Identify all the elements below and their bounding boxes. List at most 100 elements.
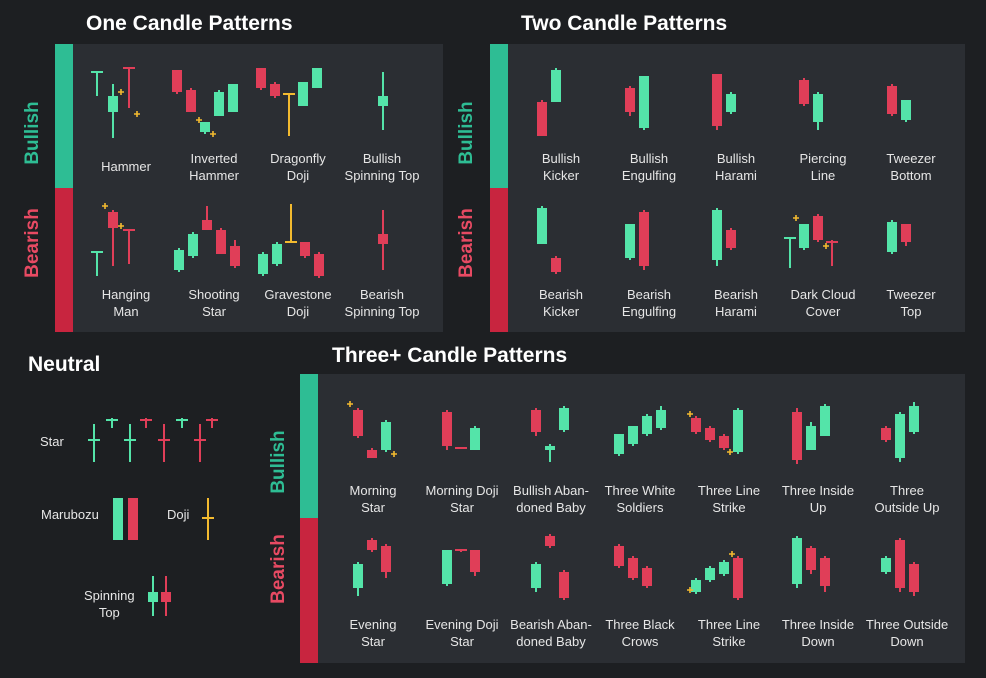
candle-body [214,92,224,116]
candle-body [172,70,182,92]
pattern-name: Three Outside Up [854,482,960,516]
candle-body [909,564,919,592]
pattern-cell: Bearish Aban-doned Baby [508,534,594,654]
candle-body [799,80,809,104]
pattern-name: Bearish Aban-doned Baby [498,616,604,650]
spark-mark [118,89,124,95]
candle-body [799,224,809,248]
pattern-cell: Bearish Spinning Top [339,200,425,320]
pattern-name-line: Kicker [542,304,580,319]
bearish-row-label: Bearish [22,208,43,278]
candle-body [656,410,666,428]
pattern-name: Three Outside Down [854,616,960,650]
candle-body [559,408,569,430]
pattern-name: Bullish Harami [683,150,789,184]
pattern-name-line: Top [900,304,922,319]
pattern-name-line: Doji [286,168,310,183]
pattern-name-line: Bearish [626,287,672,302]
pattern-cell: Bullish Harami [693,64,779,184]
bullish-row-label: Bullish [268,430,289,494]
candle-body [813,94,823,122]
candle-glyph [256,68,322,136]
candle-body [691,580,701,592]
pattern-name-line: Engulfing [621,168,677,183]
pattern-name-line: Bearish [359,287,405,302]
candle-glyph [881,402,919,462]
candle-glyph [442,549,480,586]
pattern-name-line: Three Outside [865,617,949,632]
candle-body [551,70,561,102]
candle-body [881,428,891,440]
pattern-name: Bearish Spinning Top [329,286,435,320]
candle-body [270,84,280,96]
candle-body [881,558,891,572]
pattern-cell: Bullish Kicker [518,64,604,184]
candle-body [719,436,729,448]
candle-body [442,412,452,446]
candle-glyph [442,410,480,450]
pattern-name: Hammer [73,158,179,175]
candle-glyph [531,406,569,462]
pattern-name-line: Morning [349,483,397,498]
spark-mark [793,215,799,221]
pattern-name-line: Spinning Top [344,168,420,183]
candle-glyph [172,70,238,137]
pattern-cell: Evening Star [330,534,416,654]
candle-body [639,212,649,266]
candle-body [545,536,555,546]
candle-body [895,414,905,458]
candle-body [820,406,830,436]
candle-body [381,422,391,450]
bullish-row-label: Bullish [456,101,477,165]
pattern-name: Three Line Strike [676,482,782,516]
spark-mark [134,111,140,117]
pattern-cell: Evening Doji Star [419,534,505,654]
two-candle-panel [490,44,965,332]
pattern-cell: Three Inside Up [775,400,861,520]
candle-body [726,94,736,112]
candle-body [537,102,547,136]
pattern-name-line: Hammer [189,168,239,183]
bullish-band [55,44,73,188]
pattern-name-line: Down [801,634,835,649]
pattern-cell: Three Line Strike [686,400,772,520]
pattern-cell: Morning Star [330,400,416,520]
candle-body [820,558,830,586]
pattern-name-line: Soldiers [616,500,664,515]
pattern-name-line: Man [113,304,139,319]
spark-mark [687,587,693,593]
candle-glyph [625,76,649,130]
pattern-name: Bullish Kicker [508,150,614,184]
candle-body [625,88,635,112]
pattern-name-line: Outside Up [874,500,940,515]
pattern-name: Three Inside Up [765,482,871,516]
candle-body [726,230,736,248]
bearish-band [300,518,318,663]
candle-body [895,540,905,588]
candle-body [545,446,555,450]
pattern-name: Bearish Harami [683,286,789,320]
pattern-name: Gravestone Doji [245,286,351,320]
spark-mark [102,203,108,209]
pattern-name-line: Tweezer [886,151,936,166]
candle-glyph [712,208,736,266]
candle-body [174,250,184,270]
candle-body [712,210,722,260]
candle-body [314,254,324,276]
pattern-name: Three White Soldiers [587,482,693,516]
candle-body [625,224,635,258]
candle-glyph [792,536,830,592]
candle-body [230,246,240,266]
candle-glyph [799,78,823,130]
pattern-cell: Bullish Aban-doned Baby [508,400,594,520]
candle-body [628,426,638,444]
pattern-name: Dark Cloud Cover [770,286,876,320]
pattern-cell: Gravestone Doji [255,200,341,320]
pattern-name-line: doned Baby [516,500,586,515]
candle-body [353,564,363,588]
candle-body [186,90,196,112]
pattern-name-line: Three Line [697,617,761,632]
pattern-name: Three Line Strike [676,616,782,650]
candle-body [537,208,547,244]
pattern-name: Bullish Spinning Top [329,150,435,184]
